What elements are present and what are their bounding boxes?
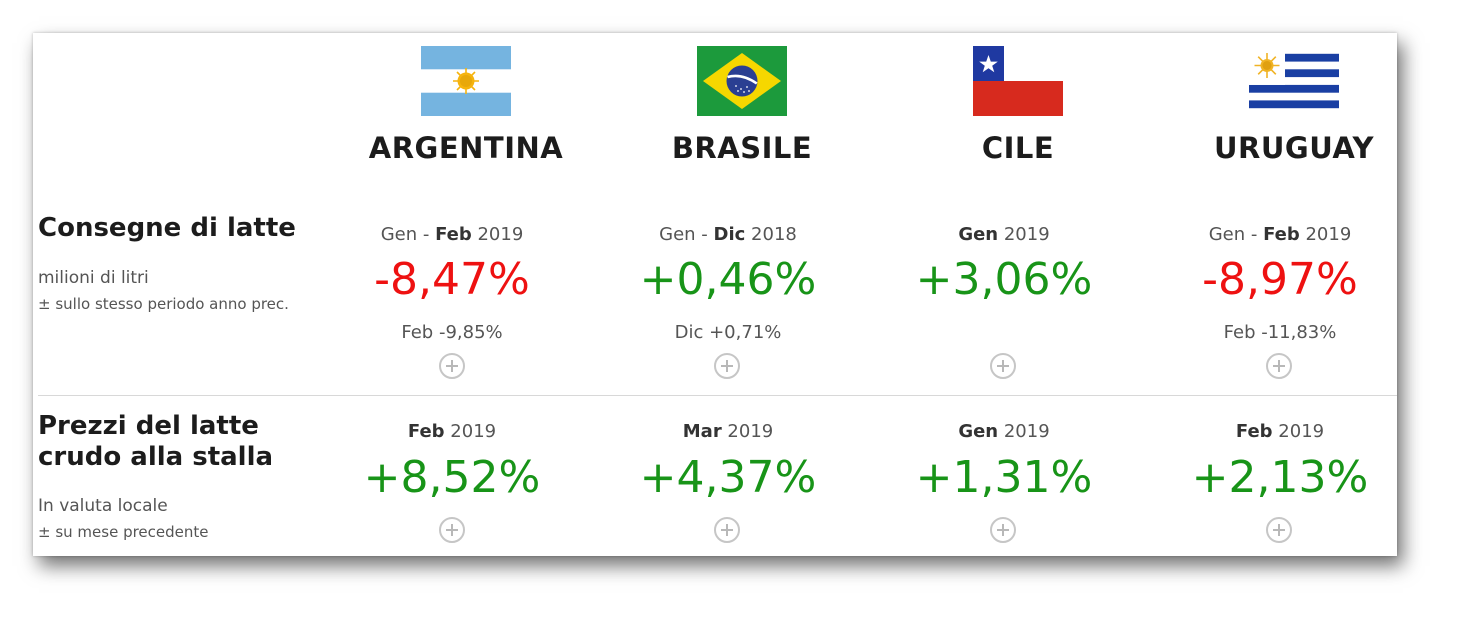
expand-plus-icon[interactable] xyxy=(439,353,465,379)
prices-value-brasile: +4,37% xyxy=(639,452,817,503)
deliveries-value-brasile: +0,46% xyxy=(639,254,817,305)
deliveries-title: Consegne di latte xyxy=(38,213,296,243)
dairy-market-panel: ARGENTINA BRASILE CILE URUGUAY Consegne … xyxy=(33,33,1397,556)
prices-period-argentina: Feb 2019 xyxy=(407,421,497,442)
deliveries-note: ± sullo stesso periodo anno prec. xyxy=(38,295,289,313)
country-name-uruguay: URUGUAY xyxy=(1213,131,1375,165)
row-divider xyxy=(38,395,1397,396)
prices-period-brasile: Mar 2019 xyxy=(682,421,774,442)
country-name-argentina: ARGENTINA xyxy=(368,131,564,165)
prices-period-cile: Gen 2019 xyxy=(958,421,1050,442)
deliveries-value-cile: +3,06% xyxy=(915,254,1093,305)
prices-unit: In valuta locale xyxy=(38,496,168,516)
deliveries-value-argentina: -8,47% xyxy=(374,254,530,305)
deliveries-period-argentina: Gen - Feb 2019 xyxy=(380,224,524,245)
country-name-brasile: BRASILE xyxy=(671,131,813,165)
expand-plus-icon[interactable] xyxy=(990,353,1016,379)
deliveries-sub-uruguay: Feb -11,83% xyxy=(1223,322,1337,343)
expand-plus-icon[interactable] xyxy=(990,517,1016,543)
expand-plus-icon[interactable] xyxy=(1266,517,1292,543)
deliveries-period-uruguay: Gen - Feb 2019 xyxy=(1208,224,1352,245)
deliveries-value-uruguay: -8,97% xyxy=(1202,254,1358,305)
expand-plus-icon[interactable] xyxy=(714,517,740,543)
country-name-cile: CILE xyxy=(981,131,1055,165)
deliveries-sub-brasile: Dic +0,71% xyxy=(674,322,782,343)
deliveries-period-brasile: Gen - Dic 2018 xyxy=(659,224,797,245)
expand-plus-icon[interactable] xyxy=(439,517,465,543)
brazil-flag-icon xyxy=(697,46,787,116)
deliveries-unit: milioni di litri xyxy=(38,268,149,288)
expand-plus-icon[interactable] xyxy=(714,353,740,379)
prices-value-cile: +1,31% xyxy=(915,452,1093,503)
expand-plus-icon[interactable] xyxy=(1266,353,1292,379)
deliveries-sub-argentina: Feb -9,85% xyxy=(401,322,503,343)
uruguay-flag-icon xyxy=(1249,46,1339,116)
prices-note: ± su mese precedente xyxy=(38,523,209,541)
prices-value-argentina: +8,52% xyxy=(363,452,541,503)
prices-period-uruguay: Feb 2019 xyxy=(1235,421,1325,442)
prices-value-uruguay: +2,13% xyxy=(1191,452,1369,503)
deliveries-period-cile: Gen 2019 xyxy=(958,224,1050,245)
argentina-flag-icon xyxy=(421,46,511,116)
chile-flag-icon xyxy=(973,46,1063,116)
prices-title: Prezzi del latte crudo alla stalla xyxy=(38,411,274,472)
